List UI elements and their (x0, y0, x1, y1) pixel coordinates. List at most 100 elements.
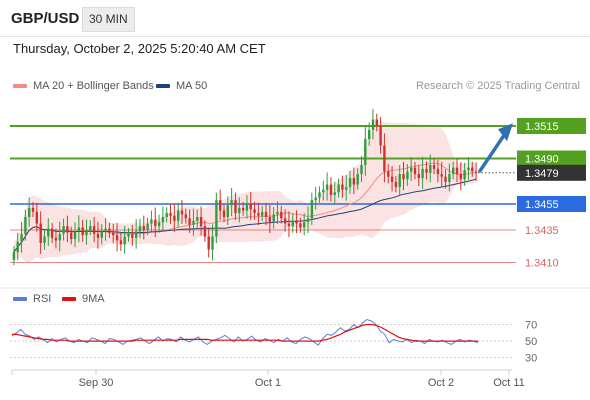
candle-body (43, 236, 46, 243)
level-tag-1.3455: 1.3455 (525, 199, 559, 211)
candle-body (62, 226, 65, 234)
candle-body (463, 170, 466, 180)
rsi-ma-line (12, 323, 478, 342)
candle-body (425, 168, 428, 173)
candle-body (280, 211, 283, 219)
candle-body (421, 168, 424, 178)
candle-body (100, 231, 103, 238)
candle-body (20, 233, 23, 242)
candle-body (188, 218, 191, 225)
rsi-tick-70: 70 (525, 319, 537, 331)
candle-body (379, 126, 382, 146)
candle-body (455, 167, 459, 175)
candle-body (35, 211, 38, 224)
candle-body (436, 168, 440, 175)
candle-body (142, 226, 145, 230)
candle-body (12, 252, 16, 260)
candle-body (219, 200, 222, 211)
candle-body (165, 213, 168, 217)
candle-body (341, 184, 344, 190)
candle-body (135, 231, 138, 238)
candle-body (440, 174, 443, 177)
timestamp: Thursday, October 2, 2025 5:20:40 AM CET (13, 41, 266, 56)
candle-body (161, 217, 165, 223)
candle-body (245, 204, 249, 211)
candle-body (226, 205, 229, 217)
candle-body (81, 227, 84, 236)
candle-body (39, 223, 42, 243)
candle-body (115, 235, 119, 241)
ma20-line (13, 162, 477, 253)
candle-body (375, 119, 378, 126)
candle-body (211, 236, 214, 250)
candle-body (127, 233, 130, 237)
candle-body (257, 213, 260, 216)
candle-body (291, 220, 294, 227)
candle-body (203, 226, 207, 237)
candle-body (325, 184, 329, 190)
candle-body (28, 207, 31, 217)
candle-body (177, 210, 180, 221)
candle-body (92, 226, 96, 234)
x-tick-label-oct-1: Oct 1 (255, 377, 281, 389)
candle-body (364, 139, 367, 165)
timeframe-badge[interactable]: 30 MIN (82, 7, 135, 32)
candle-body (398, 174, 401, 188)
header-divider (0, 36, 590, 37)
candle-body (215, 200, 218, 237)
rsi-tick-50: 50 (525, 336, 537, 348)
candle-body (318, 192, 321, 198)
candle-body (73, 231, 77, 240)
candle-body (276, 211, 279, 215)
ma20-label: MA 20 + Bollinger Bands (33, 80, 154, 92)
candle-body (371, 119, 375, 130)
candle-body (16, 241, 19, 253)
level-tag-1.3490: 1.3490 (525, 154, 559, 166)
candle-body (310, 200, 314, 219)
chart-header: GBP/USD 30 MIN (0, 0, 590, 36)
candle-body (24, 217, 27, 234)
candle-body (154, 219, 157, 227)
candle-body (329, 184, 333, 195)
level-tag-1.3515: 1.3515 (525, 121, 559, 133)
candle-body (47, 228, 50, 237)
candle-body (417, 174, 420, 178)
candle-body (150, 219, 153, 224)
candle-body (268, 217, 271, 223)
candle-body (146, 223, 149, 230)
legend-rsi: RSI (13, 293, 51, 305)
ma20-swatch (13, 84, 27, 89)
candle-body (234, 200, 237, 214)
candle-body (249, 204, 252, 210)
forecast-arrow (478, 133, 506, 173)
rsi-swatch (13, 297, 27, 302)
candle-body (287, 223, 291, 227)
bollinger-band (13, 120, 477, 263)
candle-body (299, 223, 302, 228)
candle-body (345, 187, 348, 190)
candle-body (54, 237, 58, 241)
level-tag-bg-1.3455 (517, 196, 586, 212)
candle-body (157, 222, 161, 227)
x-tick-label-oct-11: Oct 11 (493, 377, 525, 389)
candle-body (452, 167, 455, 175)
candle-body (413, 167, 417, 175)
candle-body (230, 200, 233, 206)
candle-body (123, 236, 126, 245)
candle-body (322, 189, 325, 193)
candle-body (444, 176, 447, 182)
candle-body (192, 220, 195, 225)
candle-body (253, 209, 256, 214)
level-tag-1.3435: 1.3435 (525, 225, 559, 237)
candle-body (406, 171, 409, 180)
candle-body (402, 174, 405, 180)
candle-body (471, 167, 474, 172)
candle-body (474, 171, 478, 173)
level-tag-1.3410: 1.3410 (525, 258, 559, 270)
candle-body (348, 178, 352, 188)
rsi-label: RSI (33, 293, 52, 305)
x-tick-label-oct-2: Oct 2 (428, 377, 454, 389)
candle-body (96, 233, 100, 238)
candle-body (131, 233, 134, 238)
